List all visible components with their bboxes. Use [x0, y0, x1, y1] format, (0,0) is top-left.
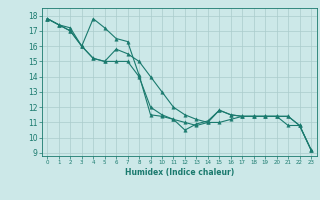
X-axis label: Humidex (Indice chaleur): Humidex (Indice chaleur) — [124, 168, 234, 177]
